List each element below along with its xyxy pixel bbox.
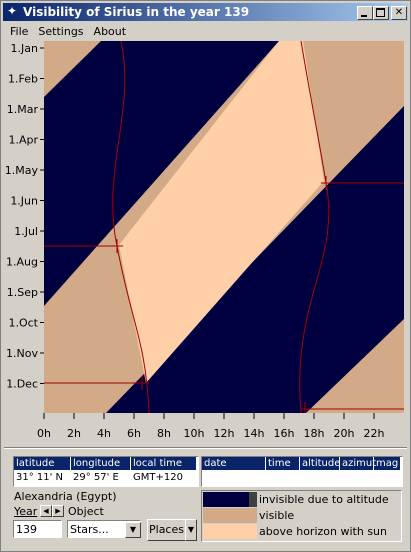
column-header: time: [266, 457, 300, 470]
y-tick-label: 1.Jan: [11, 42, 38, 55]
object-select[interactable]: Stars...: [67, 520, 141, 538]
column-header: altitude: [302, 457, 341, 470]
x-tick-label: 20h: [334, 427, 355, 440]
places-dropdown[interactable]: ▼: [185, 519, 197, 541]
visible-region: [306, 319, 404, 413]
legend-swatch: [203, 524, 257, 539]
y-tick-label: 1.Aug: [6, 256, 38, 269]
y-tick-label: 1.Apr: [8, 134, 38, 147]
x-tick-label: 18h: [304, 427, 325, 440]
location-row: 31° 11' N 29° 57' E GMT+120: [14, 471, 197, 484]
y-tick-label: 1.Jun: [10, 195, 38, 208]
menu-bar: File Settings About: [10, 25, 136, 38]
column-header: local time: [131, 457, 197, 470]
legend-label: above horizon with sun: [259, 525, 387, 538]
places-button[interactable]: Places: [147, 519, 186, 541]
rise-set-curves: [44, 40, 404, 414]
y-tick-label: 1.Dec: [6, 378, 38, 391]
column-header: azimut: [342, 457, 377, 470]
x-tick-label: 12h: [214, 427, 235, 440]
legend-label: invisible due to altitude: [259, 493, 389, 506]
legend-label: visible: [259, 509, 295, 522]
legend: [201, 490, 402, 542]
chart: 1.Jan 1.Feb 1.Mar 1.Apr 1.May 1.Jun 1.Jul 1.Aug…: [5, 40, 404, 440]
title-bar: ✦ Visibility of Sirius in the year 139 ✕: [3, 3, 408, 21]
sun-region: [119, 41, 324, 383]
object-label: Object: [68, 505, 104, 518]
visible-region: [44, 41, 101, 97]
x-tick-label: 0h: [37, 427, 51, 440]
event-header: date time altitude azimutmag: [202, 457, 401, 470]
column-header: longitude: [71, 457, 131, 470]
column-header: latitude: [14, 457, 71, 470]
y-tick-label: 1.May: [5, 164, 39, 177]
menu-item[interactable]: Settings: [38, 25, 84, 38]
location-header: latitude longitude local time: [14, 457, 197, 470]
x-tick-label: 2h: [67, 427, 81, 440]
maximize-button[interactable]: [373, 6, 389, 20]
location-name: Alexandria (Egypt): [14, 490, 117, 503]
column-header: date: [202, 457, 266, 470]
object-dropdown[interactable]: ▼: [125, 522, 141, 538]
x-tick-label: 16h: [274, 427, 295, 440]
x-tick-label: 14h: [244, 427, 265, 440]
year-label: Year: [14, 505, 38, 518]
x-tick-label: 8h: [157, 427, 171, 440]
year-up[interactable]: ▶: [52, 505, 64, 517]
cell: 31° 11' N: [16, 472, 64, 483]
menu-item[interactable]: About: [93, 25, 127, 38]
menu-item[interactable]: File: [10, 25, 29, 38]
y-tick-label: 1.Nov: [6, 347, 38, 360]
year-input[interactable]: 139: [13, 520, 62, 538]
y-tick-label: 1.Sep: [7, 286, 38, 299]
y-tick-label: 1.Feb: [8, 73, 38, 86]
legend-swatch: [203, 492, 249, 507]
minimize-button[interactable]: [357, 6, 373, 20]
separator: [4, 447, 407, 449]
legend-swatch: [203, 508, 257, 523]
x-tick-label: 6h: [127, 427, 141, 440]
column-header: mag: [374, 457, 401, 470]
close-button[interactable]: ✕: [391, 6, 407, 20]
window-title: Visibility of Sirius in the year 139: [23, 5, 250, 19]
legend-swatch: [249, 492, 257, 507]
x-tick-label: 10h: [184, 427, 205, 440]
y-tick-label: 1.Jul: [14, 225, 38, 238]
year-down[interactable]: ◀: [40, 505, 52, 517]
y-tick-label: 1.Oct: [8, 317, 38, 330]
y-tick-label: 1.Mar: [7, 103, 39, 116]
app-icon: ✦: [7, 4, 18, 18]
x-tick-label: 22h: [364, 427, 385, 440]
x-tick-label: 4h: [97, 427, 111, 440]
cell: 29° 57' E: [73, 472, 119, 483]
cell: GMT+120: [133, 472, 183, 483]
